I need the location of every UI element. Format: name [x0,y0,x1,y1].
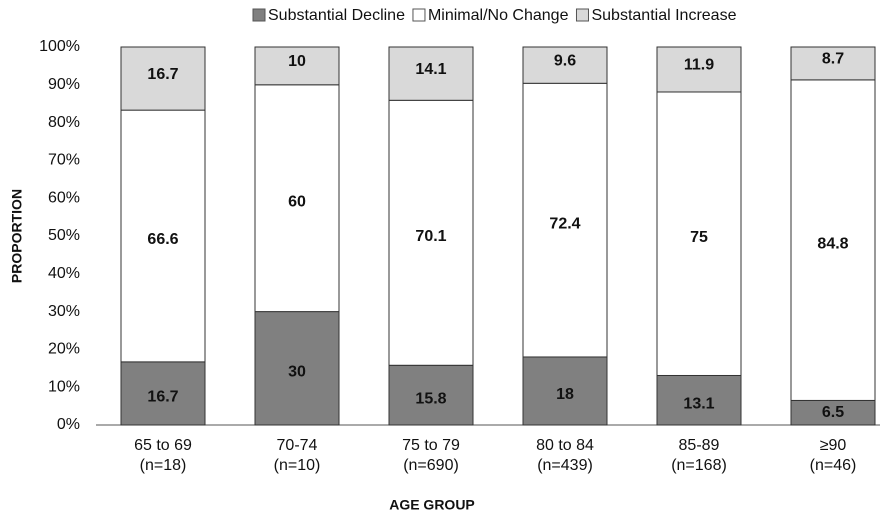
data-label: 9.6 [554,52,576,69]
bar-segment [254,84,340,313]
y-tick-label: 50% [48,227,80,244]
x-tick-label: 65 to 69 (n=18) [134,437,192,474]
bar-segment [120,109,206,363]
data-label: 30 [288,364,306,381]
legend-label: Substantial Decline [268,7,405,24]
y-tick-label: 0% [57,416,80,433]
bar-segment [388,364,474,426]
x-tick-label: 70-74 (n=10) [273,437,321,474]
y-tick-label: 30% [48,303,80,320]
bar-segment [656,46,742,93]
x-tick-label: 85-89 (n=168) [671,437,727,474]
data-label: 66.6 [147,231,178,248]
bar-segment [522,356,608,426]
data-label: 72.4 [549,215,580,232]
y-tick-label: 90% [48,76,80,93]
bar-segment [790,399,876,426]
y-tick-label: 60% [48,189,80,206]
bar-segment [120,361,206,426]
data-label: 16.7 [147,66,178,83]
y-tick-label: 80% [48,114,80,131]
legend-label: Substantial Increase [591,7,736,24]
data-label: 18 [556,386,574,403]
legend-swatch [252,8,266,22]
data-label: 11.9 [684,57,714,74]
data-label: 14.1 [415,61,446,78]
bar-segment [120,46,206,111]
bar-segment [254,311,340,426]
data-label: 6.5 [822,404,844,421]
data-label: 60 [288,193,306,210]
data-label: 70.1 [415,228,446,245]
bar-segment [254,46,340,86]
data-label: 8.7 [822,51,844,68]
bar-segment [790,79,876,401]
data-label: 16.7 [147,389,178,406]
bar-segment [388,99,474,366]
x-tick-label: ≥90 (n=46) [809,437,857,474]
data-label: 13.1 [683,395,714,412]
bar-segment [388,46,474,101]
y-tick-label: 20% [48,341,80,358]
y-tick-label: 100% [39,38,80,55]
data-label: 10 [288,53,306,70]
legend-swatch [575,8,589,22]
bar-segment [656,374,742,426]
y-axis-label: PROPORTION [9,189,25,283]
x-tick-label: 75 to 79 (n=690) [402,437,460,474]
bar-segment [790,46,876,81]
y-tick-label: 10% [48,378,80,395]
bar-segment [522,46,608,84]
data-label: 75 [690,229,708,246]
data-label: 84.8 [817,235,848,252]
y-tick-label: 70% [48,152,80,169]
x-tick-label: 80 to 84 (n=439) [536,437,594,474]
bar-segment [656,91,742,376]
data-label: 15.8 [415,390,446,407]
legend-label: Minimal/No Change [428,7,569,24]
x-axis-label: AGE GROUP [389,497,475,513]
bar-segment [522,82,608,358]
y-tick-label: 40% [48,265,80,282]
legend-swatch [412,8,426,22]
